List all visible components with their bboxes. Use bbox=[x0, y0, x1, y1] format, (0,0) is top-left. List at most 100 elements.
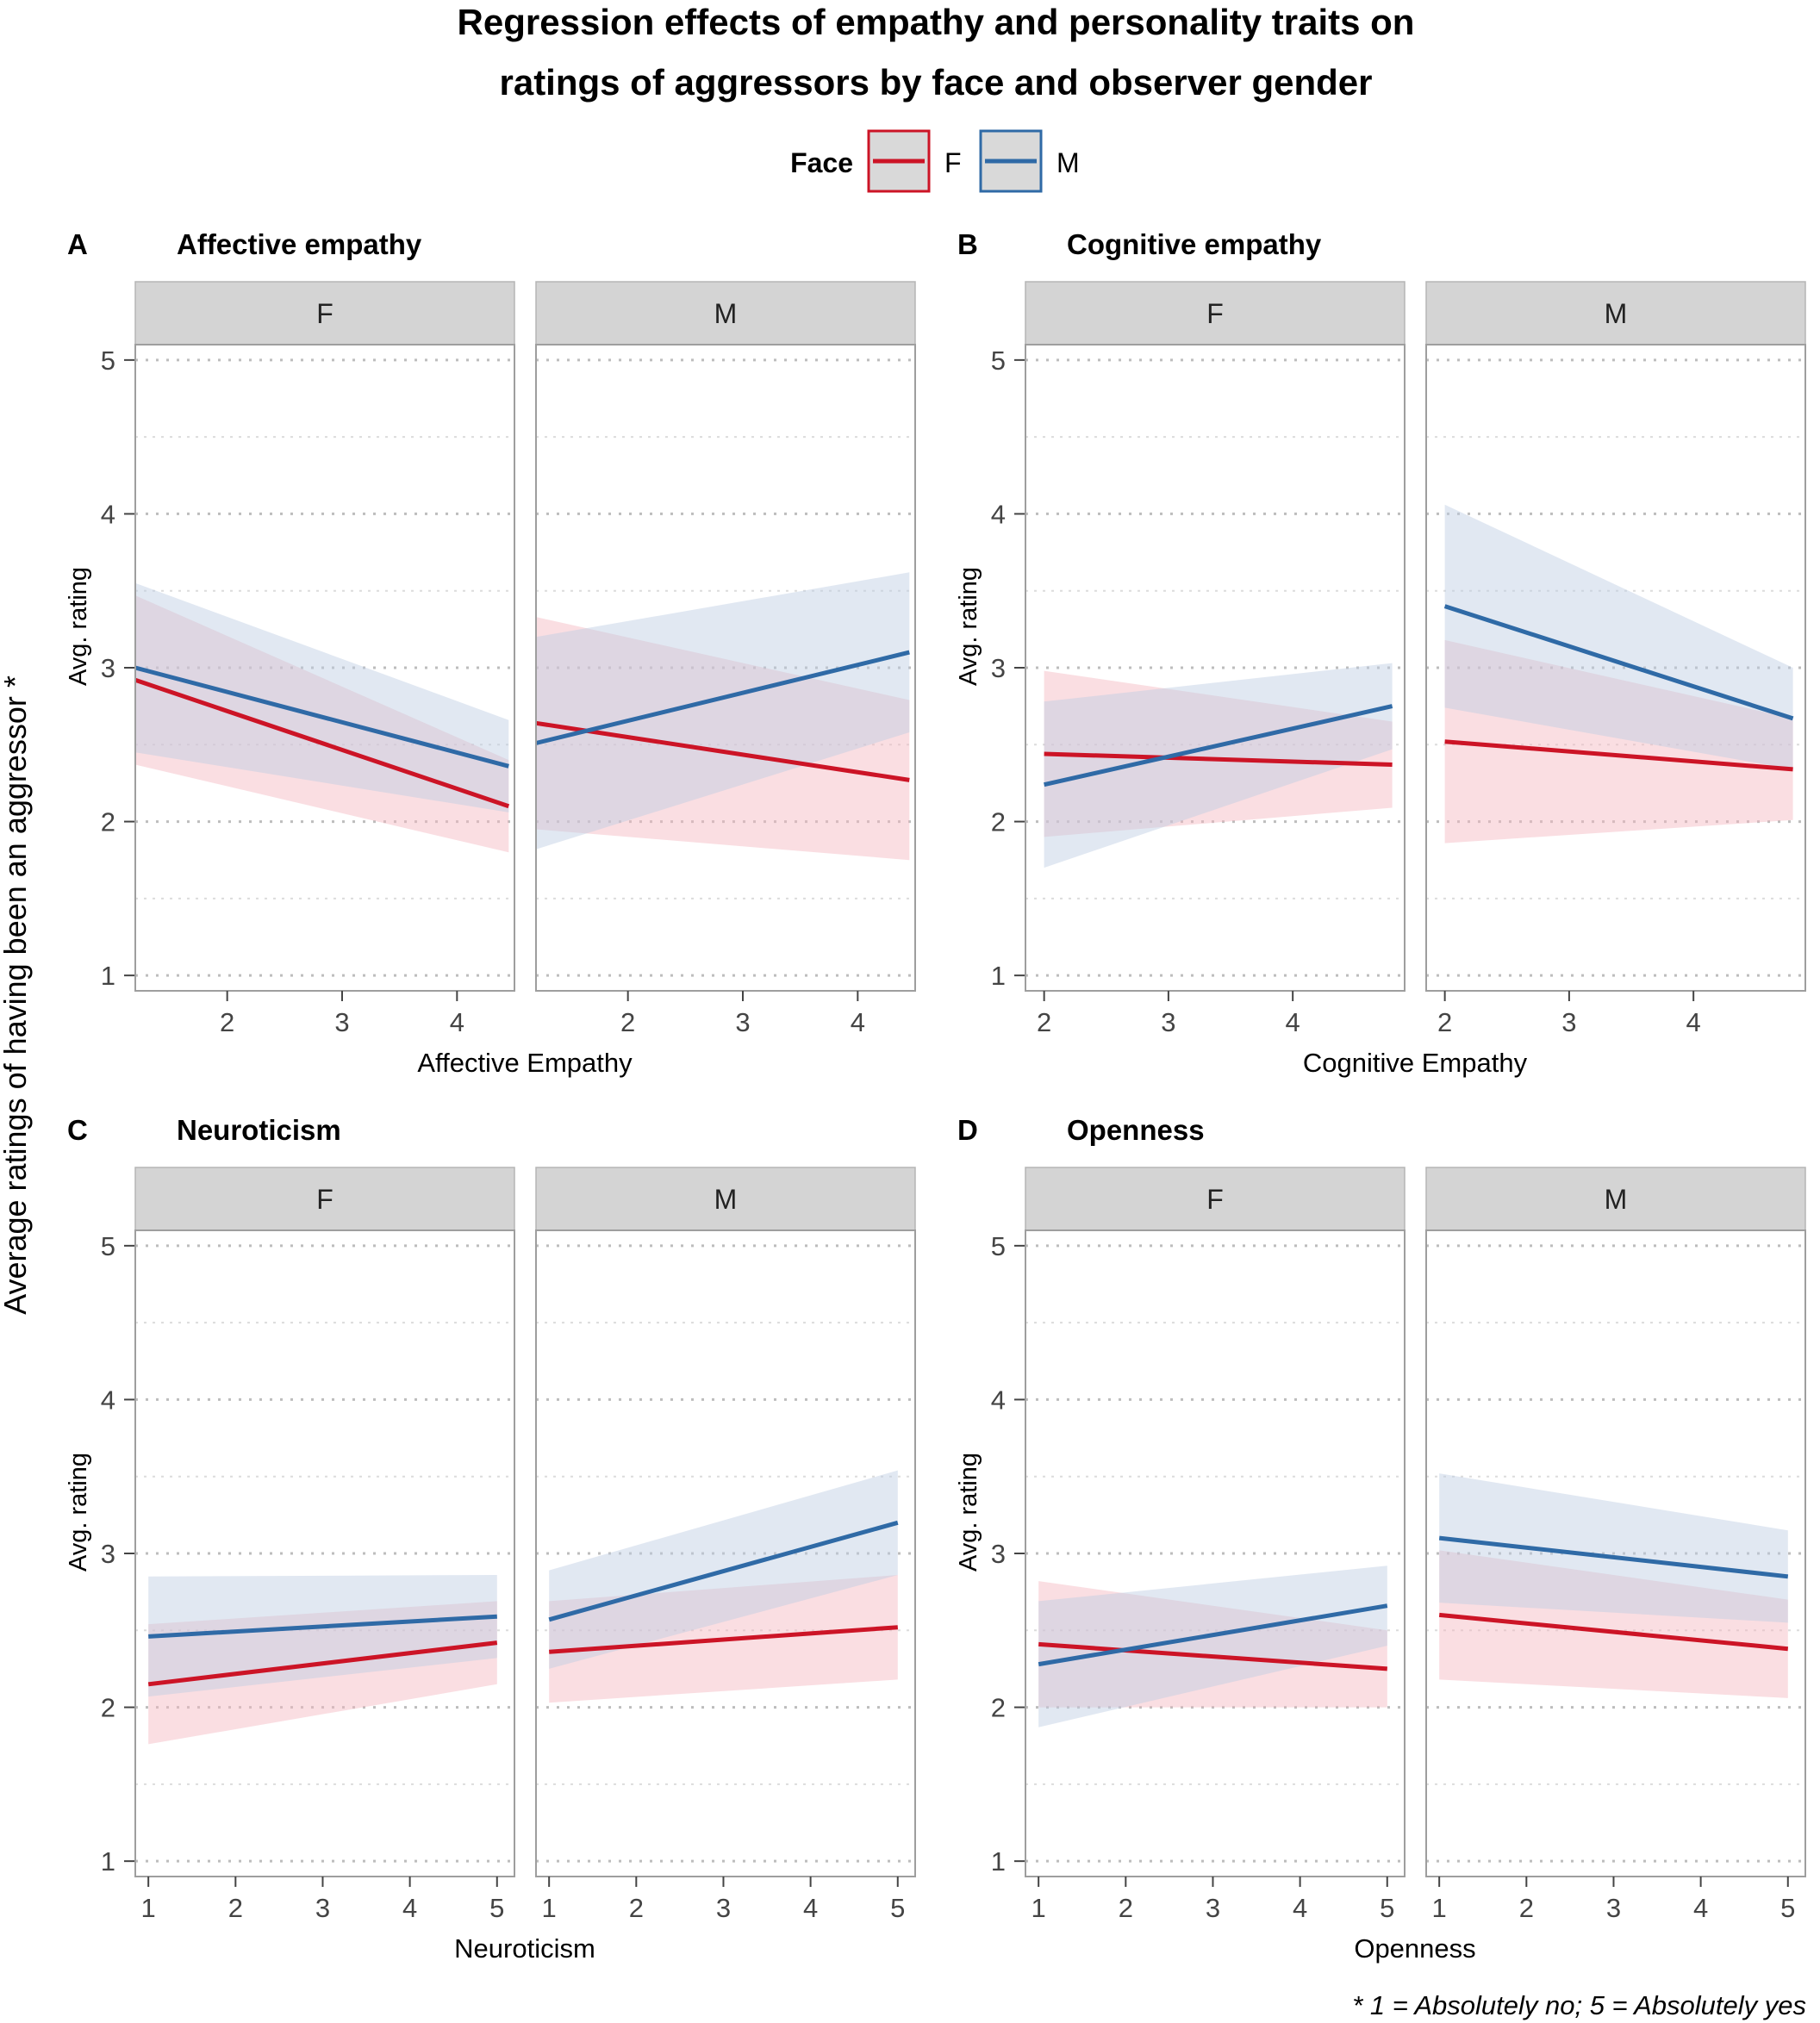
panel-c-y-tick-label: 1 bbox=[101, 1846, 115, 1877]
panel-a-facet-m-line-f bbox=[535, 720, 910, 782]
panel-d-facet-m-x-tick-label: 5 bbox=[1780, 1893, 1795, 1923]
panel-c-y-tick-label: 5 bbox=[101, 1231, 115, 1261]
panel-d-facet-f-x-tick-label: 5 bbox=[1380, 1893, 1394, 1923]
panel-b-facet-f-ci-band-f bbox=[1044, 670, 1393, 837]
panel-b-facet-m-line-f bbox=[1444, 739, 1793, 772]
panel-b-facet-f-line-m bbox=[1044, 704, 1393, 787]
panel-c-facet-f-x-tick-label: 4 bbox=[402, 1893, 417, 1923]
panel-d-y-tick-label: 2 bbox=[991, 1693, 1006, 1723]
legend-title: Face bbox=[790, 147, 853, 178]
panel-b-facet-m-x-tick-label: 3 bbox=[1561, 1007, 1576, 1037]
panel-c-facet-f-frame bbox=[134, 1229, 515, 1877]
panel-c-x-axis-label: Neuroticism bbox=[454, 1933, 595, 1964]
panel-d-facet-m-strip bbox=[1425, 1167, 1806, 1231]
panel-b-facet-m-frame bbox=[1425, 344, 1806, 992]
panel-c-facet-m-strip-label: M bbox=[714, 1184, 738, 1215]
panel-b-facet-m-strip-label: M bbox=[1605, 298, 1628, 329]
panel-b-y-tick-label: 1 bbox=[991, 961, 1006, 991]
panel-a-facet-m-x-tick-label: 4 bbox=[851, 1007, 865, 1037]
panel-d-y-tick-label: 4 bbox=[991, 1385, 1006, 1415]
panel-d-facet-m-line-m bbox=[1438, 1535, 1789, 1579]
panel-b-facet-m: M 2 3 4 bbox=[1425, 281, 1806, 1037]
panel-c-facet-m-x-tick-label: 5 bbox=[890, 1893, 905, 1923]
panel-d-facet-f-frame bbox=[1025, 1229, 1406, 1877]
panel-d-facet-f-x-tick-label: 3 bbox=[1206, 1893, 1220, 1923]
panel-a-facet-f-x-tick-label: 2 bbox=[220, 1007, 234, 1037]
panel-a-y-tick-label: 4 bbox=[101, 499, 115, 529]
panel-b-letter: B bbox=[957, 228, 978, 260]
panel-c-y-tick-label: 2 bbox=[101, 1693, 115, 1723]
panel-b-facet-f-x-tick-label: 3 bbox=[1161, 1007, 1175, 1037]
panel-a-y-tick-label: 1 bbox=[101, 961, 115, 991]
panel-a-facet-f-ci-band-m bbox=[135, 582, 509, 812]
panel-c-facet-m-frame bbox=[535, 1229, 916, 1877]
panel-d-facet-f-x-tick-label: 2 bbox=[1119, 1893, 1133, 1923]
panel-b-facet-f-strip bbox=[1025, 281, 1406, 345]
panel-b-facet-m-x-tick-label: 2 bbox=[1437, 1007, 1452, 1037]
panel-c-y-tick-label: 3 bbox=[101, 1539, 115, 1569]
panel-a-x-axis-label: Affective Empathy bbox=[417, 1048, 633, 1078]
panel-b-facet-f-ci-band-m bbox=[1044, 663, 1393, 868]
panel-a-facet-m-ci-band-m bbox=[536, 572, 910, 850]
panel-b: B Cognitive empathy Avg. rating Cognitive E… bbox=[955, 228, 1806, 1078]
panel-c-facet-m-x-tick-label: 2 bbox=[629, 1893, 644, 1923]
panel-d-facet-m-x-tick-label: 3 bbox=[1606, 1893, 1621, 1923]
panel-c-facet-m-line-f bbox=[549, 1625, 898, 1654]
panel-a-facet-f-x-tick-label: 3 bbox=[334, 1007, 349, 1037]
panel-c-facet-f: F 1 2 3 4 5 bbox=[134, 1167, 515, 1923]
panel-c-facet-f-line-m bbox=[148, 1614, 497, 1639]
panel-a-letter: A bbox=[67, 228, 88, 260]
panel-d-facet-m-strip-label: M bbox=[1605, 1184, 1628, 1215]
panel-a-y-tick-label: 3 bbox=[101, 653, 115, 683]
panel-d-facet-m-ci-band-f bbox=[1439, 1550, 1788, 1698]
panel-d-facet-f-strip-label: F bbox=[1206, 1184, 1224, 1215]
panel-d-facet-f-x-tick-label: 4 bbox=[1293, 1893, 1307, 1923]
panel-d-facet-m-x-tick-label: 1 bbox=[1432, 1893, 1447, 1923]
panel-d-facet-f-x-tick-label: 1 bbox=[1032, 1893, 1046, 1923]
panel-c-facet-f-ci-band-m bbox=[148, 1575, 497, 1697]
panel-a-facet-m: M 2 3 4 bbox=[535, 281, 916, 1037]
panel-a: A Affective empathy Avg. rating Affective E… bbox=[65, 228, 916, 1078]
panel-b-facet-m-line-m bbox=[1443, 604, 1794, 721]
footnote: * 1 = Absolutely no; 5 = Absolutely yes bbox=[1352, 1990, 1806, 2020]
panel-d-letter: D bbox=[957, 1114, 978, 1146]
panel-a-facet-m-x-tick-label: 2 bbox=[620, 1007, 635, 1037]
panel-c-facet-f-strip bbox=[134, 1167, 515, 1231]
panel-a-y-tick-label: 2 bbox=[101, 807, 115, 837]
panel-c-y-axis-label: Avg. rating bbox=[65, 1453, 92, 1572]
panel-d-facet-f-ci-band-f bbox=[1038, 1581, 1387, 1708]
global-y-axis-label: Average ratings of having been an aggres… bbox=[0, 675, 33, 1315]
panel-c-facet-f-ci-band-f bbox=[148, 1601, 497, 1745]
panel-b-y-tick-label: 4 bbox=[991, 499, 1006, 529]
panel-d-facet-m-ci-band-m bbox=[1439, 1473, 1788, 1623]
panel-b-facet-m-x-tick-label: 4 bbox=[1686, 1007, 1701, 1037]
panel-d-facet-f-line-f bbox=[1038, 1641, 1387, 1671]
panel-c-facet-f-line-f bbox=[147, 1640, 498, 1687]
panel-d-facet-m-frame bbox=[1425, 1229, 1806, 1877]
panel-a-y-axis-label: Avg. rating bbox=[65, 567, 92, 686]
panel-d-title: Openness bbox=[1067, 1114, 1205, 1146]
panel-c-title: Neuroticism bbox=[177, 1114, 341, 1146]
panel-b-facet-f-line-f bbox=[1044, 751, 1393, 767]
panel-b-y-tick-label: 5 bbox=[991, 345, 1006, 376]
panel-b-x-axis-label: Cognitive Empathy bbox=[1303, 1048, 1528, 1078]
panel-d-y-tick-label: 1 bbox=[991, 1846, 1006, 1877]
legend-label-m: M bbox=[1056, 147, 1080, 178]
panel-c-facet-m-x-tick-label: 3 bbox=[716, 1893, 731, 1923]
panel-a-facet-f-strip-label: F bbox=[316, 298, 333, 329]
legend: Face F M bbox=[790, 129, 1080, 193]
panel-a-facet-m-x-tick-label: 3 bbox=[735, 1007, 750, 1037]
panel-b-title: Cognitive empathy bbox=[1067, 228, 1322, 260]
panel-b-y-tick-label: 2 bbox=[991, 807, 1006, 837]
panel-d-facet-m-line-f bbox=[1438, 1612, 1789, 1652]
panel-d-facet-m: M 1 2 3 4 5 bbox=[1425, 1167, 1806, 1923]
panel-d-facet-f-ci-band-m bbox=[1038, 1565, 1387, 1727]
panel-d-facet-f-strip bbox=[1025, 1167, 1406, 1231]
panel-a-facet-f-x-tick-label: 4 bbox=[450, 1007, 464, 1037]
panel-a-title: Affective empathy bbox=[177, 228, 422, 260]
panel-a-facet-m-ci-band-f bbox=[536, 617, 910, 861]
panel-b-y-axis-label: Avg. rating bbox=[955, 567, 982, 686]
panel-d-y-tick-label: 3 bbox=[991, 1539, 1006, 1569]
